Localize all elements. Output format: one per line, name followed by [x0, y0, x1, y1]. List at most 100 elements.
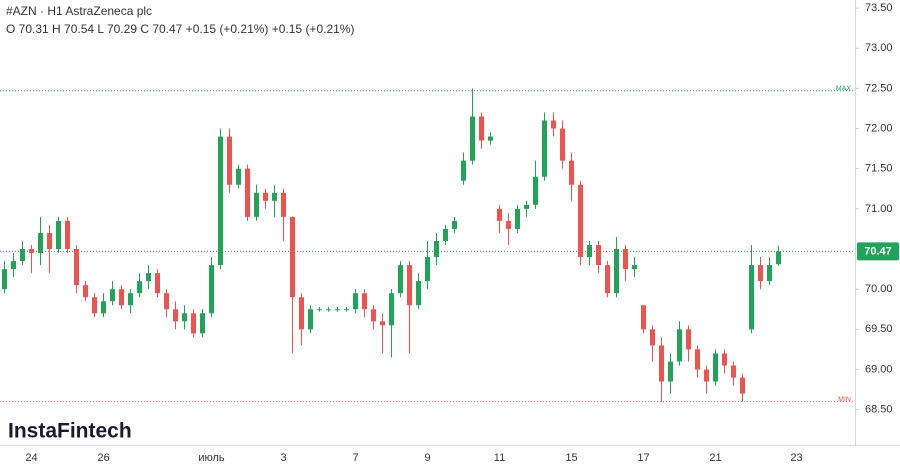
- candle-body: [326, 309, 331, 311]
- reference-label: MAX: [836, 86, 852, 93]
- candle-body: [551, 120, 556, 129]
- candle-body: [704, 369, 709, 382]
- candle-body: [128, 293, 133, 306]
- candle-body: [434, 240, 439, 258]
- candle-body: [560, 128, 565, 161]
- x-tick-label: 9: [424, 452, 430, 464]
- candle-body: [29, 249, 34, 254]
- candle-body: [362, 293, 367, 310]
- y-tick-label: 71.50: [865, 163, 893, 175]
- candle-body: [308, 309, 313, 330]
- candle-body: [344, 309, 349, 311]
- x-tick-label: 15: [565, 452, 577, 464]
- candle-body: [173, 309, 178, 322]
- candle-body: [56, 220, 61, 250]
- candle-body: [605, 265, 610, 294]
- x-tick-label: июль: [198, 452, 225, 464]
- candle-body: [155, 273, 160, 294]
- y-tick-label: 69.00: [865, 363, 893, 375]
- candle-body: [263, 192, 268, 201]
- candle-body: [767, 265, 772, 282]
- candle-body: [542, 120, 547, 177]
- candle-body: [317, 309, 322, 311]
- y-tick-label: 71.00: [865, 203, 893, 215]
- candle-body: [227, 136, 232, 185]
- candle-body: [11, 261, 16, 270]
- x-tick-label: 23: [790, 452, 802, 464]
- x-tick-label: 7: [352, 452, 358, 464]
- candle-body: [632, 265, 637, 270]
- candle-body: [731, 365, 736, 378]
- candle-body: [722, 353, 727, 366]
- candle-body: [146, 273, 151, 282]
- chart-title: #AZN · H1 AstraZeneca plc: [6, 4, 152, 18]
- y-tick-label: 73.50: [865, 2, 893, 14]
- candle-body: [272, 192, 277, 201]
- candle-body: [506, 220, 511, 229]
- candle-body: [245, 168, 250, 217]
- candle-body: [353, 293, 358, 310]
- candle-body: [209, 265, 214, 314]
- candle-body: [443, 228, 448, 241]
- x-tick-label: 26: [97, 452, 109, 464]
- candle-body: [668, 361, 673, 382]
- x-tick-label: 3: [280, 452, 286, 464]
- candle-body: [2, 269, 7, 290]
- y-tick-label: 73.00: [865, 42, 893, 54]
- candle-body: [470, 116, 475, 161]
- candle-body: [587, 244, 592, 258]
- x-tick-label: 11: [494, 452, 505, 464]
- candle-body: [623, 249, 628, 270]
- candle-body: [236, 168, 241, 185]
- candle-body: [92, 297, 97, 314]
- candle-body: [110, 289, 115, 302]
- candle-body: [515, 208, 520, 229]
- candle-body: [299, 297, 304, 330]
- candle-body: [416, 281, 421, 306]
- candle-body: [200, 313, 205, 334]
- candle-body: [695, 349, 700, 370]
- candle-body: [119, 289, 124, 306]
- candle-body: [776, 251, 781, 265]
- candle-body: [686, 329, 691, 350]
- y-tick-label: 69.50: [865, 323, 893, 335]
- candle-body: [47, 232, 52, 250]
- candle-body: [461, 160, 466, 181]
- watermark: InstaFintech: [8, 420, 132, 443]
- candle-body: [425, 257, 430, 282]
- candle-body: [659, 345, 664, 382]
- reference-label: MIN: [838, 396, 851, 403]
- y-tick-label: 72.00: [865, 122, 893, 134]
- candle-body: [488, 136, 493, 141]
- candle-body: [380, 321, 385, 326]
- candle-body: [254, 192, 259, 217]
- candle-body: [758, 265, 763, 282]
- candle-body: [398, 265, 403, 294]
- x-tick-label: 24: [25, 452, 37, 464]
- candle-body: [614, 249, 619, 294]
- candle-body: [596, 244, 601, 266]
- candle-body: [74, 249, 79, 286]
- candle-body: [452, 220, 457, 229]
- candle-body: [578, 184, 583, 258]
- candle-body: [497, 208, 502, 221]
- x-tick-label: 17: [637, 452, 649, 464]
- y-tick-label: 70.00: [865, 283, 893, 295]
- candle-body: [740, 377, 745, 394]
- candle-body: [533, 176, 538, 205]
- candle-body: [65, 220, 70, 250]
- ohlc-summary: O 70.31 H 70.54 L 70.29 C 70.47 +0.15 (+…: [6, 22, 354, 36]
- x-tick-label: 21: [709, 452, 721, 464]
- last-price-label: 70.47: [864, 245, 892, 257]
- y-tick-label: 72.50: [865, 82, 893, 94]
- candle-body: [290, 216, 295, 298]
- candle-body: [101, 301, 106, 314]
- candle-body: [164, 293, 169, 310]
- last-price-badge: [857, 242, 899, 261]
- candle-body: [713, 353, 718, 382]
- candle-body: [479, 116, 484, 141]
- candle-body: [83, 285, 88, 298]
- candle-body: [38, 232, 43, 254]
- candle-body: [182, 313, 187, 322]
